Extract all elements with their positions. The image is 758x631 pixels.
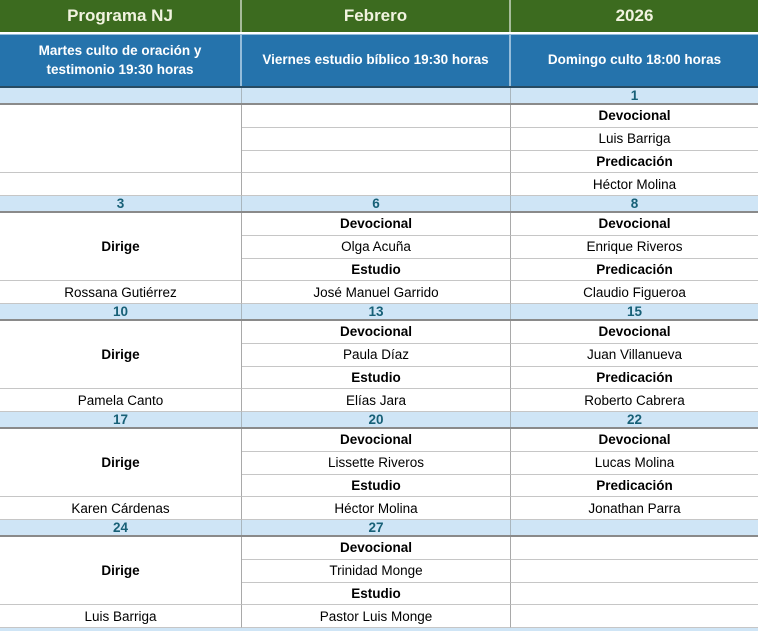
program-title-cell[interactable]: Programa NJ	[0, 0, 242, 32]
person-name-cell[interactable]: Roberto Cabrera	[511, 389, 758, 412]
month-title-cell[interactable]: Febrero	[242, 0, 511, 32]
person-name-cell[interactable]: Luis Barriga	[511, 127, 758, 151]
person-name-cell[interactable]: Enrique Riveros	[511, 235, 758, 259]
activity-label-cell[interactable]: Predicación	[511, 258, 758, 282]
date-cell[interactable]: 8	[630, 196, 639, 211]
date-cell[interactable]: 10	[0, 304, 242, 319]
person-name-cell[interactable]: Paula Díaz	[242, 343, 511, 367]
person-name-cell[interactable]: Lissette Riveros	[242, 451, 511, 475]
title-row: Programa NJ Febrero 2026	[0, 0, 758, 34]
person-name-cell[interactable]: José Manuel Garrido	[242, 281, 511, 304]
date-cell[interactable]: 13	[242, 304, 511, 319]
person-name-cell[interactable]: Claudio Figueroa	[511, 281, 758, 304]
week-block: Dirige Luis Barriga Devocional Trinidad …	[0, 537, 758, 628]
person-name-cell[interactable]	[511, 605, 758, 628]
activity-label-cell[interactable]: Devocional	[511, 321, 758, 344]
leader-name-cell[interactable]: Karen Cárdenas	[0, 497, 242, 520]
dirige-cell[interactable]: Dirige	[0, 537, 242, 606]
person-name-cell[interactable]: Olga Acuña	[242, 235, 511, 259]
person-name-cell[interactable]: Héctor Molina	[511, 173, 758, 196]
date-cell[interactable]: 6	[242, 196, 511, 211]
activity-label-cell[interactable]	[511, 537, 758, 560]
year-title-cell[interactable]: 2026	[615, 6, 654, 25]
dirige-cell[interactable]: Dirige	[0, 213, 242, 282]
person-name-cell[interactable]: Lucas Molina	[511, 451, 758, 475]
date-cell[interactable]	[0, 88, 242, 103]
activity-label-cell[interactable]: Predicación	[511, 366, 758, 390]
activity-label-cell[interactable]: Devocional	[242, 429, 511, 452]
subheader-martes-cell[interactable]: Martes culto de oración y testimonio 19:…	[0, 35, 242, 86]
person-name-cell[interactable]	[242, 173, 511, 196]
activity-label-cell[interactable]: Devocional	[242, 213, 511, 236]
leader-name-cell[interactable]: Rossana Gutiérrez	[0, 281, 242, 304]
activity-label-cell[interactable]: Predicación	[511, 150, 758, 174]
activity-label-cell[interactable]: Devocional	[511, 213, 758, 236]
activity-label-cell[interactable]: Devocional	[242, 537, 511, 560]
activity-label-cell[interactable]: Devocional	[511, 105, 758, 128]
leader-name-cell[interactable]: Luis Barriga	[0, 605, 242, 628]
activity-label-cell[interactable]	[242, 105, 511, 128]
person-name-cell[interactable]	[511, 559, 758, 583]
week-block: Devocional Luis Barriga Predicación Héct…	[0, 105, 758, 196]
dirige-cell[interactable]: Dirige	[0, 321, 242, 390]
activity-label-cell[interactable]	[242, 150, 511, 174]
activity-label-cell[interactable]: Devocional	[242, 321, 511, 344]
subheader-viernes-cell[interactable]: Viernes estudio bíblico 19:30 horas	[242, 35, 511, 86]
activity-label-cell[interactable]: Predicación	[511, 474, 758, 498]
activity-label-cell[interactable]	[511, 582, 758, 606]
week-block: Dirige Rossana Gutiérrez Devocional Olga…	[0, 213, 758, 304]
date-row: 1	[0, 88, 758, 105]
activity-label-cell[interactable]: Estudio	[242, 258, 511, 282]
person-name-cell[interactable]: Trinidad Monge	[242, 559, 511, 583]
date-cell[interactable]	[242, 88, 511, 103]
person-name-cell[interactable]: Elías Jara	[242, 389, 511, 412]
date-cell[interactable]	[511, 520, 758, 535]
date-cell[interactable]: 17	[0, 412, 242, 427]
date-cell[interactable]: 22	[626, 412, 643, 427]
person-name-cell[interactable]: Pastor Luis Monge	[242, 605, 511, 628]
subheader-domingo-cell[interactable]: Domingo culto 18:00 horas	[547, 52, 722, 68]
activity-label-cell[interactable]: Estudio	[242, 366, 511, 390]
person-name-cell[interactable]	[242, 127, 511, 151]
leader-name-cell[interactable]	[0, 173, 242, 196]
person-name-cell[interactable]: Juan Villanueva	[511, 343, 758, 367]
next-date-row-partial	[0, 628, 758, 631]
date-row: 10 13 15	[0, 304, 758, 321]
date-cell[interactable]: 20	[242, 412, 511, 427]
activity-label-cell[interactable]: Estudio	[242, 582, 511, 606]
date-cell[interactable]: 24	[0, 520, 242, 535]
date-cell[interactable]: 15	[626, 304, 643, 319]
date-cell[interactable]: 1	[630, 88, 639, 103]
date-row: 17 20 22	[0, 412, 758, 429]
dirige-cell[interactable]	[0, 105, 242, 174]
week-block: Dirige Karen Cárdenas Devocional Lissett…	[0, 429, 758, 520]
week-block: Dirige Pamela Canto Devocional Paula Día…	[0, 321, 758, 412]
person-name-cell[interactable]: Jonathan Parra	[511, 497, 758, 520]
activity-label-cell[interactable]: Devocional	[511, 429, 758, 452]
subheader-row: Martes culto de oración y testimonio 19:…	[0, 34, 758, 88]
date-cell[interactable]: 3	[0, 196, 242, 211]
dirige-cell[interactable]: Dirige	[0, 429, 242, 498]
leader-name-cell[interactable]: Pamela Canto	[0, 389, 242, 412]
date-cell[interactable]: 27	[242, 520, 511, 535]
date-row: 24 27	[0, 520, 758, 537]
date-row: 3 6 8	[0, 196, 758, 213]
activity-label-cell[interactable]: Estudio	[242, 474, 511, 498]
person-name-cell[interactable]: Héctor Molina	[242, 497, 511, 520]
